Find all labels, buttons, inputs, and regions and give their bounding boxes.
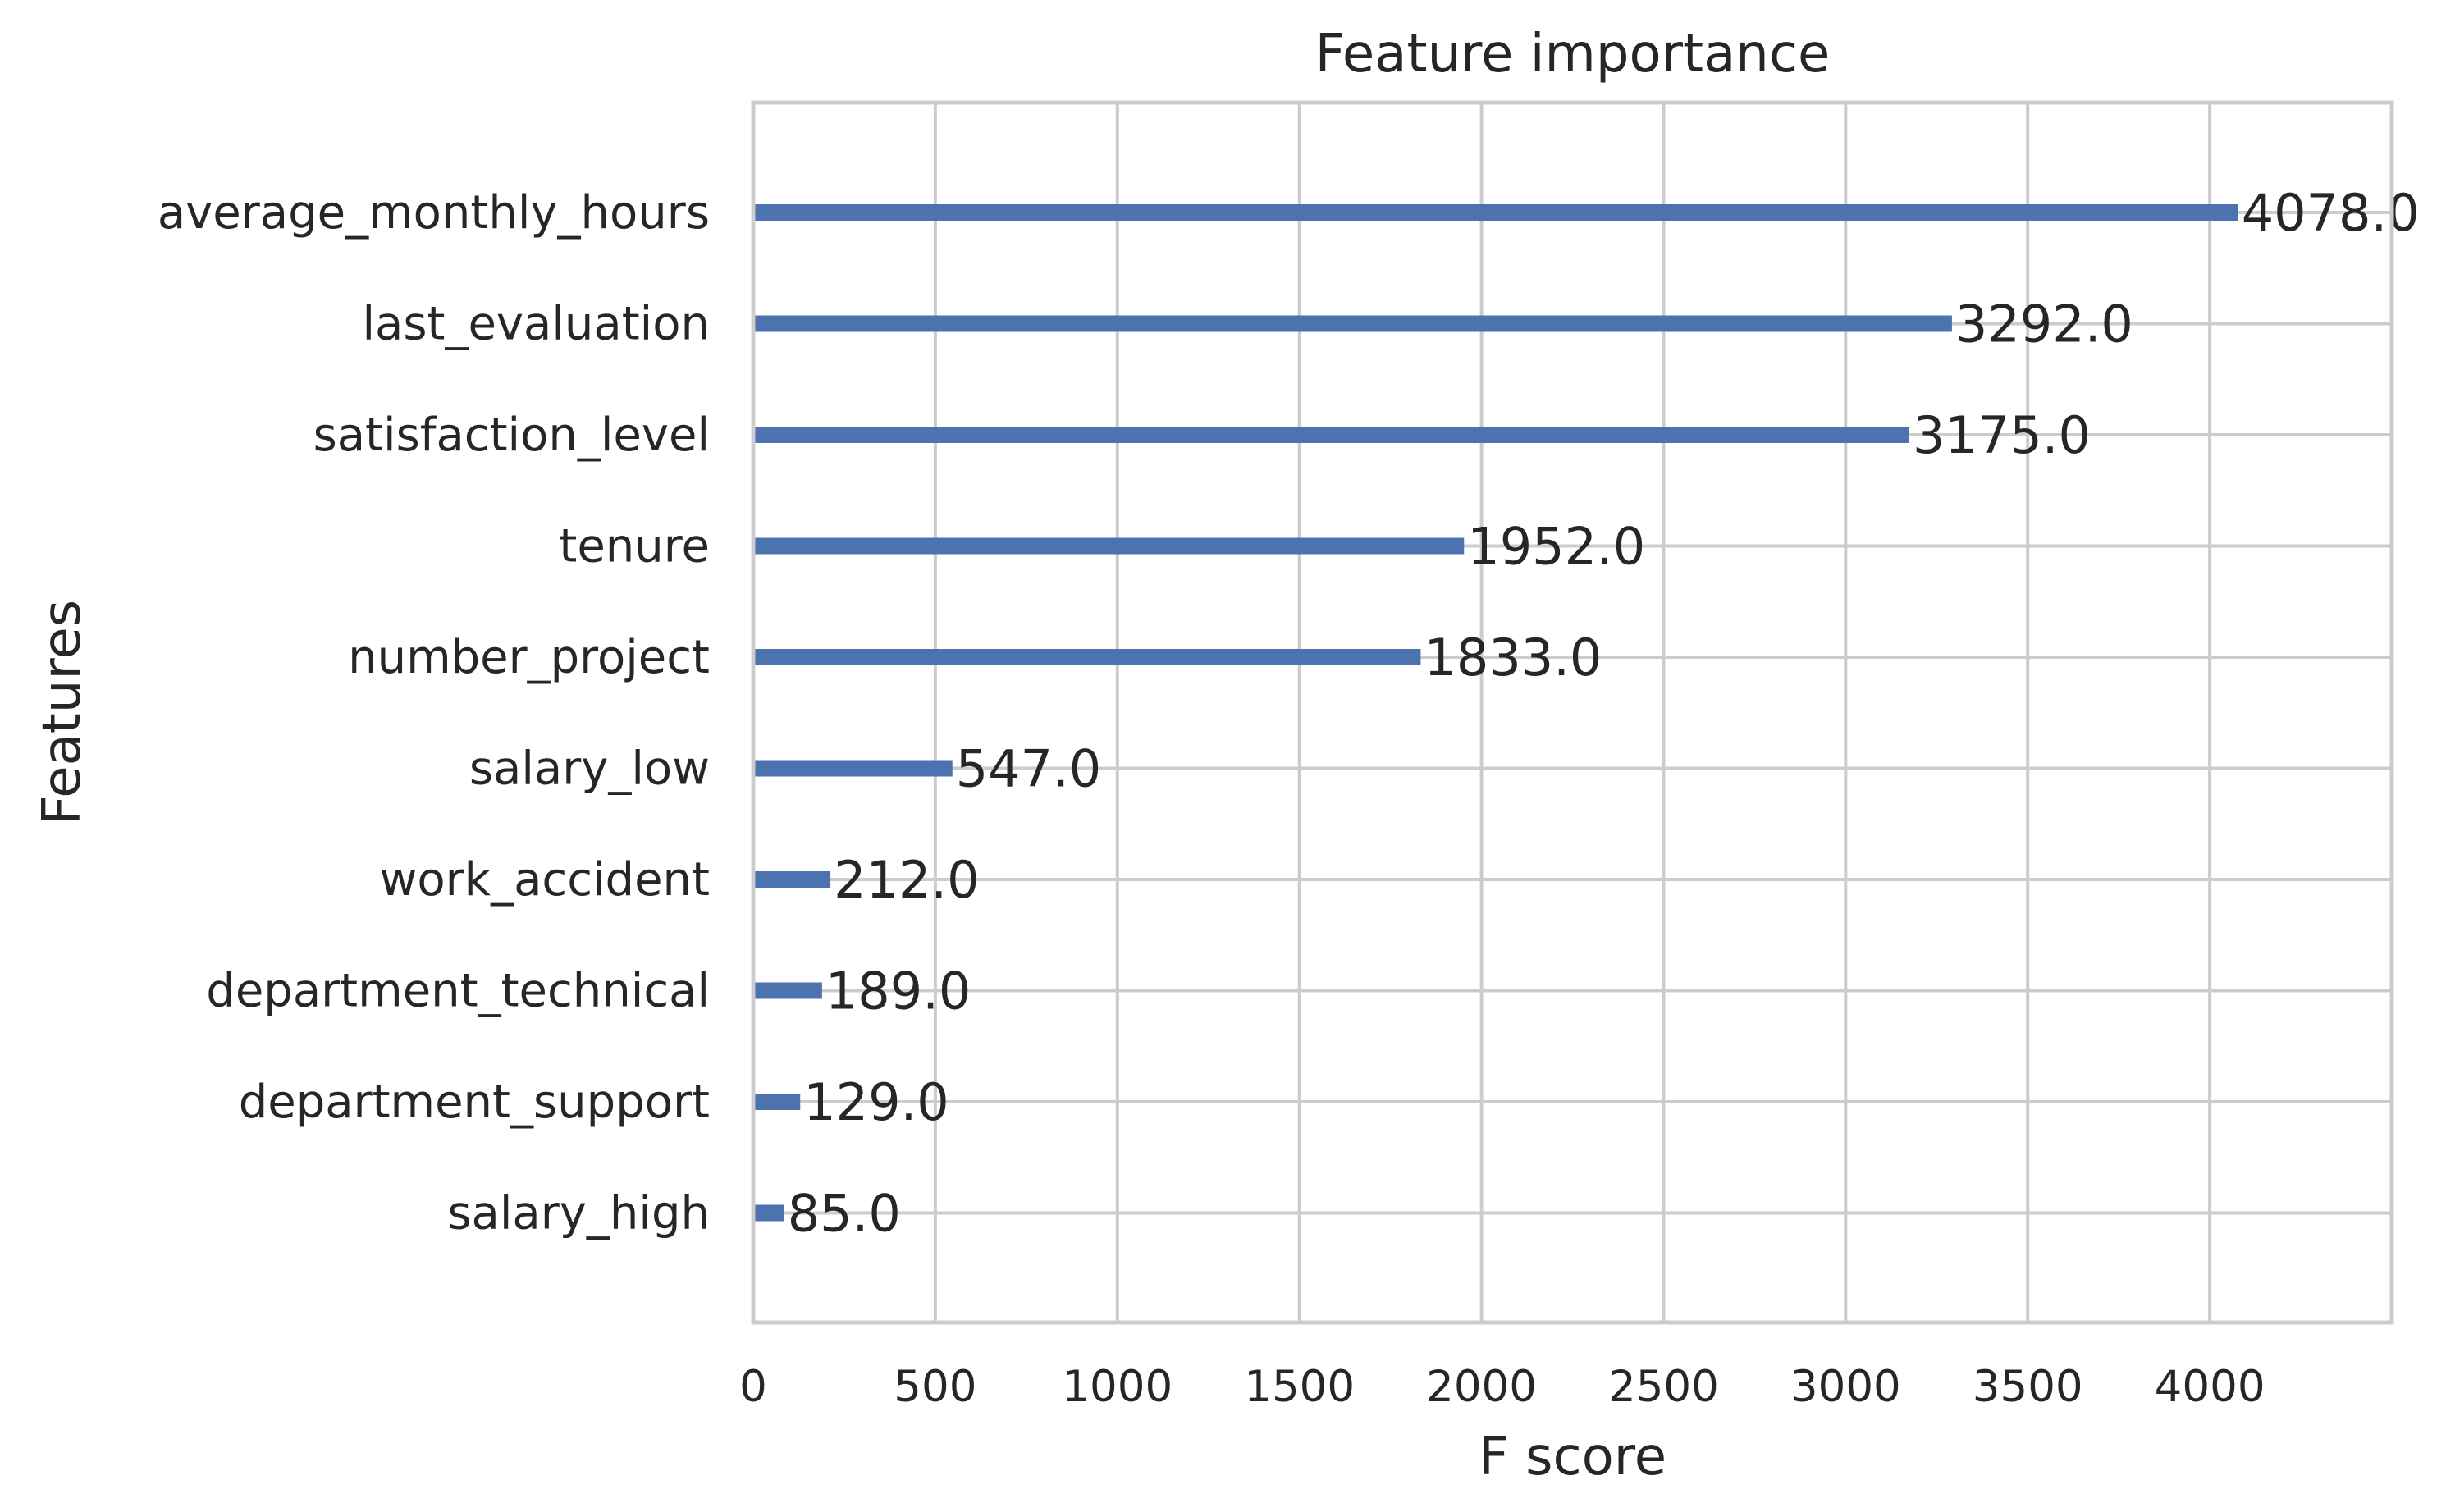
category-label: number_project	[348, 631, 710, 684]
x-axis-title: F score	[1479, 1427, 1666, 1487]
plot-frame	[751, 100, 2394, 1325]
bar-tenure	[753, 537, 1465, 555]
value-label: 1833.0	[1424, 628, 1602, 687]
category-label: salary_high	[447, 1187, 710, 1240]
x-tick-label: 0	[739, 1362, 767, 1412]
x-tick-label: 1000	[1062, 1362, 1173, 1412]
bar-average-monthly-hours	[753, 204, 2238, 221]
bar-satisfaction-level	[753, 427, 1909, 443]
x-tick-label: 4000	[2155, 1362, 2265, 1412]
bar-salary-high	[753, 1204, 784, 1222]
value-label: 212.0	[834, 850, 979, 910]
category-label: tenure	[559, 520, 710, 573]
bar-last-evaluation	[753, 315, 1952, 332]
bar-salary-low	[753, 760, 953, 777]
x-tick-label: 3500	[1973, 1362, 2083, 1412]
bar-layer	[753, 204, 2238, 1222]
category-label: last_evaluation	[362, 298, 710, 351]
value-label: 3292.0	[1955, 295, 2133, 354]
bar-work-accident	[753, 871, 831, 888]
value-label: 129.0	[803, 1072, 949, 1132]
category-label: satisfaction_level	[313, 409, 710, 462]
category-label: salary_low	[469, 742, 710, 796]
value-label: 1952.0	[1467, 517, 1645, 577]
label-layer: 0 500 1000 1500 2000 2500 3000 3500 4000 average_…	[158, 183, 2420, 1412]
x-tick-label: 2000	[1426, 1362, 1537, 1412]
bar-department-support	[753, 1094, 801, 1110]
category-label: average_monthly_hours	[158, 186, 710, 240]
value-label: 547.0	[956, 739, 1102, 799]
value-label: 3175.0	[1913, 405, 2091, 465]
category-label: work_accident	[380, 853, 710, 907]
value-label: 189.0	[825, 962, 971, 1021]
bar-department-technical	[753, 982, 822, 999]
grid-layer	[752, 103, 2392, 1322]
category-label: department_technical	[206, 965, 710, 1018]
x-tick-label: 3000	[1790, 1362, 1901, 1412]
value-label: 85.0	[788, 1184, 901, 1244]
category-label: department_support	[239, 1076, 710, 1129]
x-tick-label: 1500	[1244, 1362, 1355, 1412]
x-tick-label: 500	[894, 1362, 976, 1412]
y-axis-title: Features	[32, 600, 93, 825]
bar-number-project	[753, 649, 1421, 665]
chart-title: Feature importance	[1315, 24, 1831, 85]
x-tick-label: 2500	[1608, 1362, 1719, 1412]
